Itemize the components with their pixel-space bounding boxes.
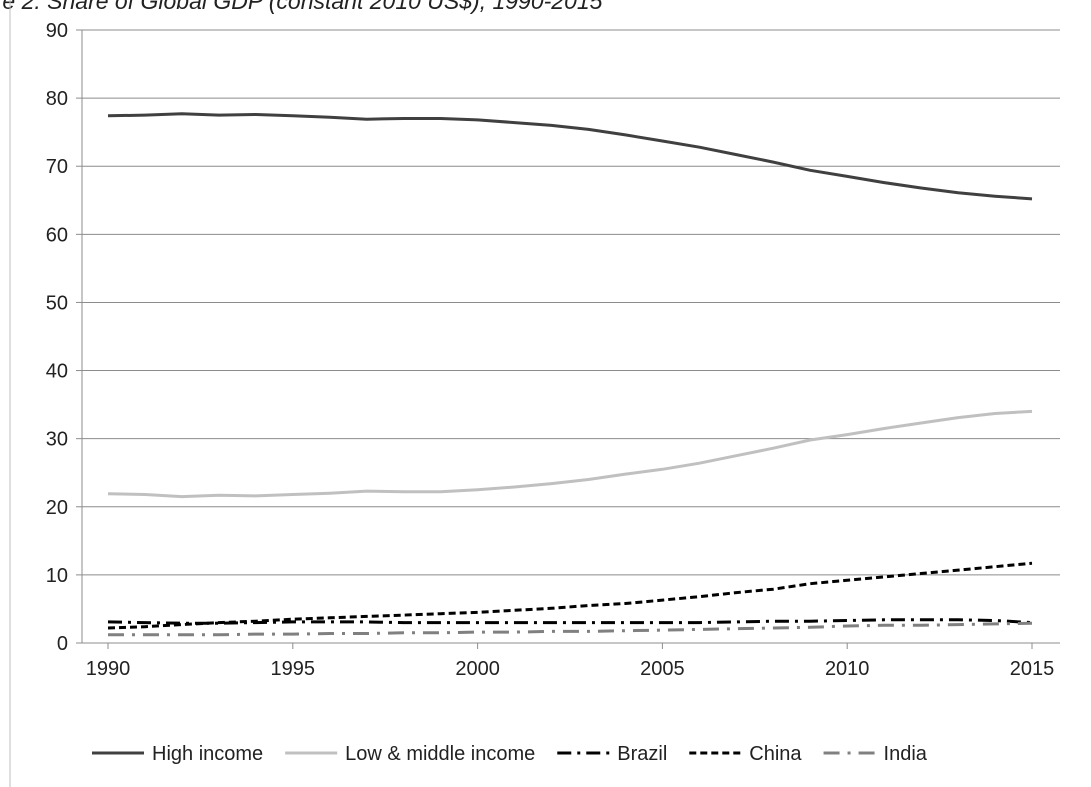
y-tick-label-7: 70 <box>46 156 68 178</box>
x-tick-label-4: 2010 <box>825 658 870 680</box>
y-tick-label-0: 0 <box>57 633 68 655</box>
series-line-3 <box>107 561 1033 630</box>
y-tick-labels: 0 10 20 30 40 50 60 70 80 90 <box>46 20 82 655</box>
y-tick-label-5: 50 <box>46 292 68 314</box>
axes <box>81 30 1060 644</box>
y-tick-label-6: 60 <box>46 224 68 246</box>
series-lines <box>107 112 1033 637</box>
y-tick-label-3: 30 <box>46 429 68 451</box>
legend-label-0: High income <box>152 743 263 765</box>
x-tick-label-5: 2015 <box>1010 658 1055 680</box>
legend-label-4: India <box>884 743 928 765</box>
y-tick-label-4: 40 <box>46 361 68 383</box>
legend-label-3: China <box>749 743 802 765</box>
series-line-0 <box>107 112 1033 201</box>
x-tick-label-1: 1995 <box>271 658 316 680</box>
gridlines <box>82 29 1060 576</box>
legend-label-1: Low & middle income <box>345 743 535 765</box>
x-tick-label-0: 1990 <box>86 658 131 680</box>
y-tick-label-9: 90 <box>46 20 68 42</box>
x-tick-labels: 1990 1995 2000 2005 2010 2015 <box>86 643 1055 680</box>
chart-title: Figure 2. Share of Global GDP (constant … <box>0 0 603 14</box>
series-line-4 <box>108 621 1033 637</box>
x-tick-label-2: 2000 <box>455 658 500 680</box>
y-tick-label-2: 20 <box>46 497 68 519</box>
x-tick-label-3: 2005 <box>640 658 685 680</box>
legend-label-2: Brazil <box>617 743 667 765</box>
legend: High income Low & middle income Brazil Chin… <box>92 743 928 765</box>
series-line-2 <box>107 618 1033 625</box>
y-tick-label-8: 80 <box>46 88 68 110</box>
series-line-1 <box>107 409 1033 499</box>
y-tick-label-1: 10 <box>46 565 68 587</box>
